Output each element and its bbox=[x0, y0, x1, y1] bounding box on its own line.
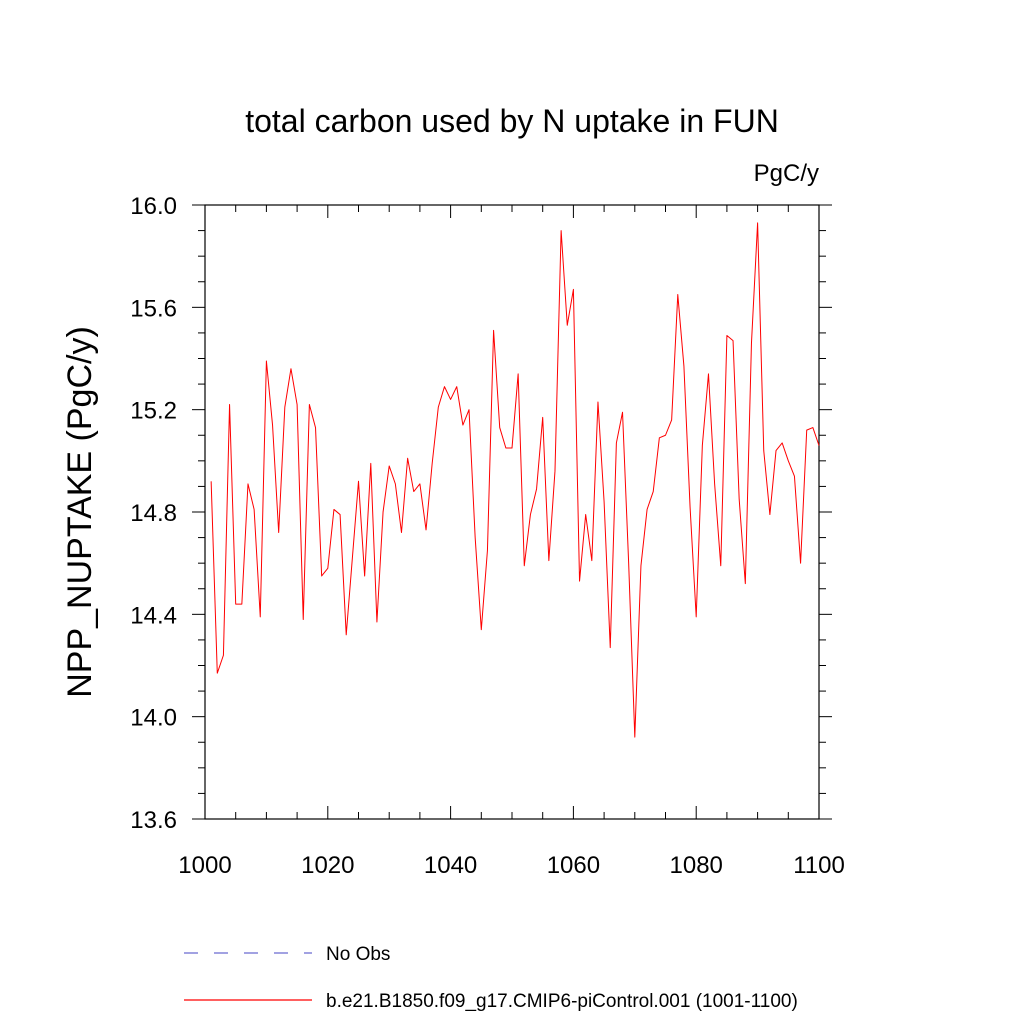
y-tick-label: 14.0 bbox=[130, 705, 177, 732]
plot-frame bbox=[204, 204, 820, 820]
legend: No Obs b.e21.B1850.f09_g17.CMIP6-piContr… bbox=[184, 944, 798, 1012]
y-tick-label: 14.4 bbox=[130, 602, 177, 629]
y-tick-label: 14.8 bbox=[130, 500, 177, 527]
units-label: PgC/y bbox=[754, 160, 819, 187]
x-tick-label: 1040 bbox=[424, 852, 477, 879]
x-tick-label: 1100 bbox=[793, 852, 845, 879]
legend-label-picontrol: b.e21.B1850.f09_g17.CMIP6-piControl.001 … bbox=[326, 991, 798, 1012]
x-tick-label: 1060 bbox=[547, 852, 600, 879]
y-axis-label: NPP_NUPTAKE (PgC/y) bbox=[61, 326, 99, 698]
axis-ticks bbox=[192, 204, 832, 820]
chart-title: total carbon used by N uptake in FUN bbox=[245, 103, 779, 139]
y-tick-label: 16.0 bbox=[130, 193, 177, 220]
legend-label-no-obs: No Obs bbox=[326, 944, 390, 965]
y-tick-label: 15.2 bbox=[130, 398, 177, 425]
series-layer bbox=[210, 222, 820, 738]
x-tick-label: 1080 bbox=[670, 852, 723, 879]
axis-tick-labels: 1000 1020 1040 1060 1080 1100 13.6 14.0 14.4 14.8… bbox=[130, 193, 845, 879]
x-tick-label: 1000 bbox=[178, 852, 231, 879]
y-tick-label: 13.6 bbox=[130, 807, 177, 834]
series-line-0 bbox=[210, 222, 820, 738]
y-tick-label: 15.6 bbox=[130, 295, 177, 322]
x-tick-label: 1020 bbox=[301, 852, 354, 879]
